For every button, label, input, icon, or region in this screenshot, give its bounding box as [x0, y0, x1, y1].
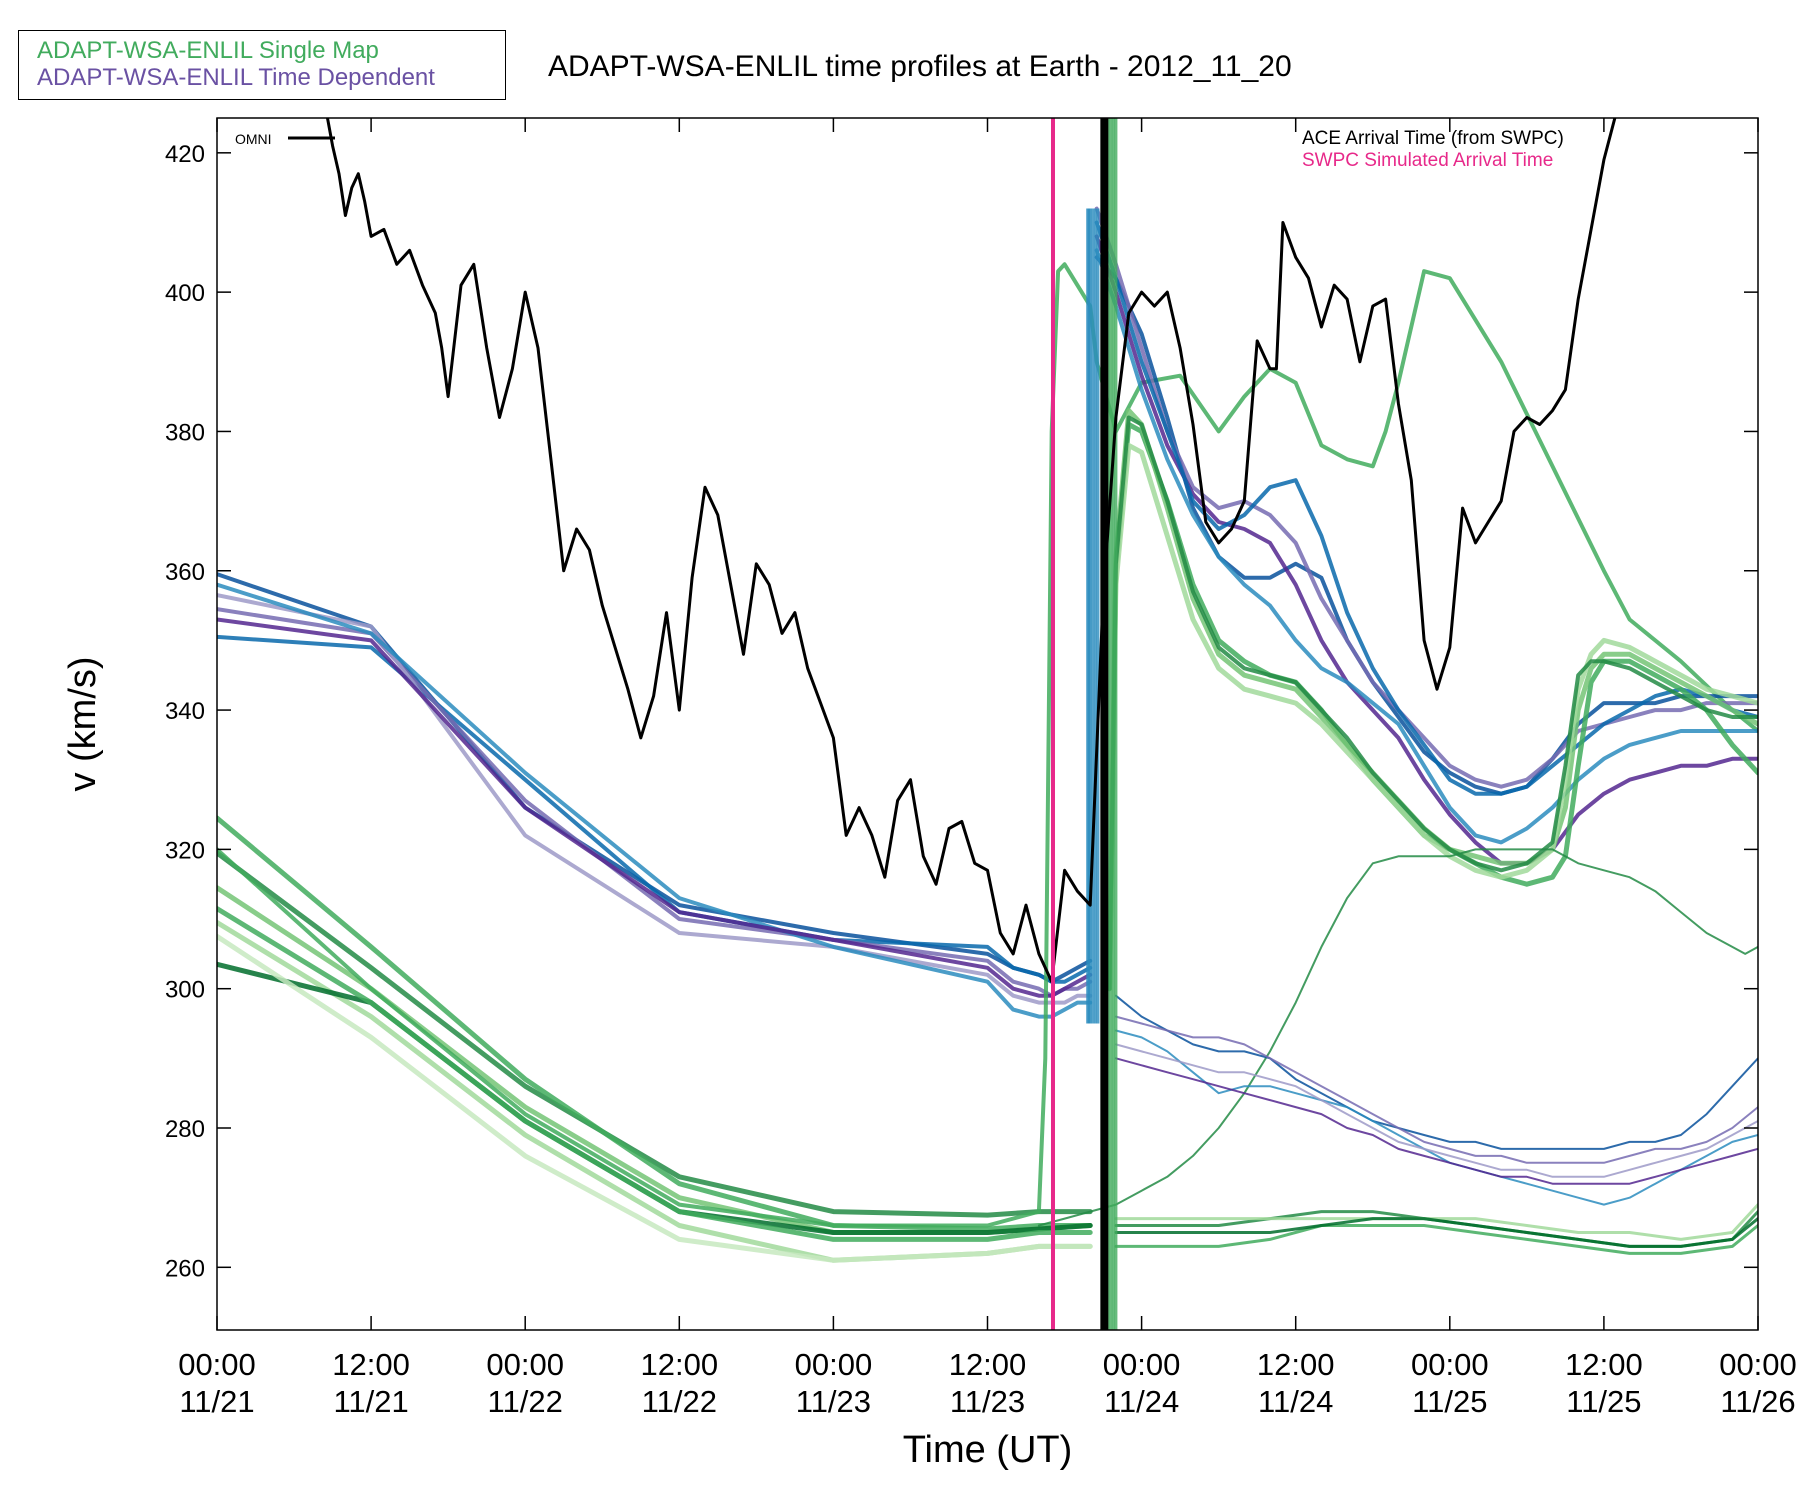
top-legend: ADAPT-WSA-ENLIL Single Map ADAPT-WSA-ENL…	[18, 30, 506, 100]
y-tick-label-360: 360	[165, 559, 205, 586]
series-line-14	[217, 262, 1758, 1228]
series-line-31	[1114, 1224, 1758, 1255]
series-line-4	[217, 593, 1093, 1005]
x-tick-date-10: 11/26	[1720, 1384, 1795, 1419]
series-line-13	[217, 906, 1093, 1242]
y-tick-label-420: 420	[165, 141, 205, 168]
x-tick-date-7: 11/24	[1258, 1384, 1333, 1419]
series-line-15	[1094, 255, 1758, 796]
x-tick-date-0: 11/21	[179, 1384, 254, 1419]
x-tick-time-0: 00:00	[178, 1347, 256, 1382]
x-axis-label: Time (UT)	[903, 1429, 1073, 1471]
series-line-29	[1114, 1057, 1758, 1185]
series-line-8	[217, 815, 1093, 1232]
x-tick-date-5: 11/23	[950, 1384, 1025, 1419]
x-tick-time-1: 12:00	[332, 1347, 410, 1382]
series-line-30	[1114, 1210, 1758, 1248]
x-tick-time-7: 12:00	[1257, 1347, 1335, 1382]
series-line-32	[1114, 1203, 1758, 1241]
series-line-26	[1114, 1015, 1758, 1164]
y-tick-label-260: 260	[165, 1255, 205, 1282]
legend-entry-time-dependent: ADAPT-WSA-ENLIL Time Dependent	[37, 64, 435, 91]
y-tick-label-280: 280	[165, 1116, 205, 1143]
omni-legend-label: OMNI	[235, 131, 272, 147]
x-tick-date-8: 11/25	[1412, 1384, 1487, 1419]
legend-entry-single-map: ADAPT-WSA-ENLIL Single Map	[37, 37, 379, 64]
x-tick-time-10: 00:00	[1719, 1347, 1797, 1382]
chart-title: ADAPT-WSA-ENLIL time profiles at Earth -…	[548, 50, 1292, 83]
x-tick-date-2: 11/22	[488, 1384, 563, 1419]
series-line-5	[217, 582, 1093, 1019]
x-tick-date-9: 11/25	[1566, 1384, 1641, 1419]
x-tick-time-9: 12:00	[1565, 1347, 1643, 1382]
x-tick-time-6: 00:00	[1103, 1347, 1181, 1382]
series-line-2	[217, 634, 1093, 984]
series-line-12	[217, 933, 1093, 1263]
series-line-23	[1107, 415, 1758, 991]
arrival-legend-2: SWPC Simulated Arrival Time	[1302, 150, 1553, 171]
x-tick-date-4: 11/23	[796, 1384, 871, 1419]
series-line-17	[1094, 234, 1758, 866]
series-line-3	[217, 607, 1093, 998]
y-tick-label-400: 400	[165, 280, 205, 307]
series-line-9	[217, 885, 1093, 1235]
series-line-25	[1114, 994, 1758, 1150]
x-tick-date-3: 11/22	[642, 1384, 717, 1419]
series-line-33	[1114, 1217, 1758, 1248]
x-tick-time-4: 00:00	[795, 1347, 873, 1382]
series-line-19	[1094, 220, 1758, 796]
y-tick-label-320: 320	[165, 837, 205, 864]
x-tick-time-3: 12:00	[641, 1347, 719, 1382]
omni-line	[325, 118, 1617, 984]
series-line-24	[1037, 848, 1758, 1227]
x-tick-time-2: 00:00	[486, 1347, 564, 1382]
series-line-28	[1114, 1043, 1758, 1178]
series-line-22	[1107, 442, 1758, 992]
series-line-7	[217, 850, 1093, 1218]
y-tick-label-340: 340	[165, 698, 205, 725]
series-line-18	[1094, 248, 1758, 845]
x-tick-date-1: 11/21	[333, 1384, 408, 1419]
y-tick-label-300: 300	[165, 977, 205, 1004]
y-axis-label: v (km/s)	[62, 656, 104, 791]
x-tick-time-5: 12:00	[949, 1347, 1027, 1382]
y-tick-label-380: 380	[165, 419, 205, 446]
series-line-27	[1114, 1029, 1758, 1206]
x-tick-date-6: 11/24	[1104, 1384, 1179, 1419]
x-tick-time-8: 00:00	[1411, 1347, 1489, 1382]
series-line-6	[217, 617, 1093, 998]
arrival-legend-1: ACE Arrival Time (from SWPC)	[1302, 128, 1564, 149]
